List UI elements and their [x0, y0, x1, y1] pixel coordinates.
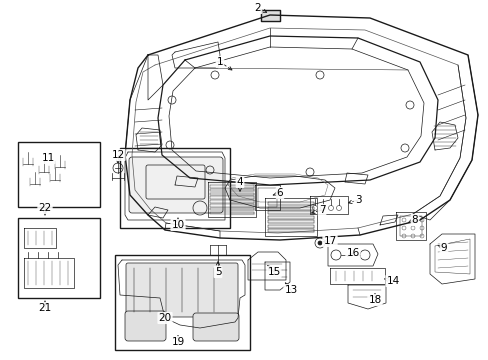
Text: 17: 17 — [323, 236, 336, 246]
FancyBboxPatch shape — [125, 311, 165, 341]
Polygon shape — [261, 10, 280, 21]
Text: 16: 16 — [346, 248, 359, 258]
Text: 4: 4 — [236, 177, 243, 187]
Bar — [18, 218, 100, 298]
Text: 13: 13 — [284, 285, 297, 295]
Polygon shape — [209, 212, 253, 214]
Text: 12: 12 — [111, 150, 124, 160]
Polygon shape — [209, 200, 253, 203]
Bar — [115, 255, 249, 350]
Polygon shape — [209, 193, 253, 195]
Polygon shape — [267, 225, 313, 228]
Text: 19: 19 — [171, 337, 184, 347]
Polygon shape — [267, 211, 313, 214]
Polygon shape — [209, 197, 253, 199]
Text: 6: 6 — [276, 188, 283, 198]
Circle shape — [317, 241, 321, 245]
Text: 8: 8 — [411, 215, 417, 225]
FancyBboxPatch shape — [193, 313, 239, 341]
Bar — [120, 148, 229, 228]
Text: 21: 21 — [38, 303, 52, 313]
Text: 2: 2 — [254, 3, 261, 13]
Polygon shape — [267, 216, 313, 219]
Polygon shape — [209, 189, 253, 191]
Text: 11: 11 — [41, 153, 55, 163]
Text: 14: 14 — [386, 276, 399, 286]
Polygon shape — [267, 220, 313, 223]
FancyBboxPatch shape — [126, 263, 238, 317]
Text: 5: 5 — [214, 267, 221, 277]
FancyBboxPatch shape — [129, 157, 223, 213]
Polygon shape — [267, 229, 313, 232]
Text: 18: 18 — [367, 295, 381, 305]
Polygon shape — [267, 202, 313, 205]
Polygon shape — [209, 204, 253, 207]
Text: 20: 20 — [158, 313, 171, 323]
Bar — [18, 142, 100, 207]
Polygon shape — [209, 208, 253, 210]
Text: 7: 7 — [318, 205, 325, 215]
Text: 3: 3 — [354, 195, 361, 205]
Text: 15: 15 — [267, 267, 280, 277]
Text: 1: 1 — [216, 57, 223, 67]
Text: 22: 22 — [38, 203, 52, 213]
Polygon shape — [209, 185, 253, 188]
Polygon shape — [267, 207, 313, 210]
Text: 10: 10 — [171, 220, 184, 230]
Text: 9: 9 — [440, 243, 447, 253]
